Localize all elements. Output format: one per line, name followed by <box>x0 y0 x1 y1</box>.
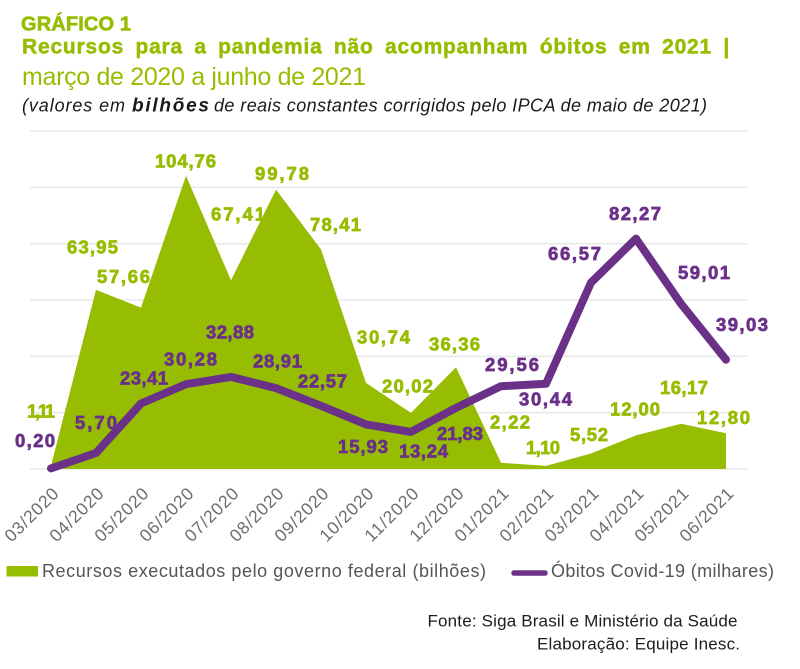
svg-text:março de 2020 a junho de 2021: março de 2020 a junho de 2021 <box>22 63 366 91</box>
svg-text:bilhões: bilhões <box>132 96 209 117</box>
svg-text:82,27: 82,27 <box>609 203 661 224</box>
svg-text:21,83: 21,83 <box>437 423 483 444</box>
svg-text:de reais constantes corrigidos: de reais constantes corrigidos pelo IPCA… <box>214 96 707 116</box>
svg-text:23,41: 23,41 <box>120 368 168 389</box>
svg-text:1,11: 1,11 <box>27 401 55 422</box>
svg-text:15,93: 15,93 <box>338 436 388 457</box>
svg-text:Recursos para a pandemia não a: Recursos para a pandemia não acompanham … <box>22 36 730 59</box>
svg-text:12,80: 12,80 <box>697 407 750 428</box>
svg-text:99,78: 99,78 <box>255 163 309 184</box>
svg-text:2,22: 2,22 <box>490 412 530 433</box>
svg-text:GRÁFICO 1: GRÁFICO 1 <box>21 13 131 36</box>
svg-text:59,01: 59,01 <box>678 262 730 283</box>
svg-text:Óbitos Covid-19 (milhares): Óbitos Covid-19 (milhares) <box>551 560 774 581</box>
svg-text:20,02: 20,02 <box>382 376 433 397</box>
svg-text:5,52: 5,52 <box>570 424 608 445</box>
svg-text:0,20: 0,20 <box>15 430 55 451</box>
svg-text:36,36: 36,36 <box>429 334 480 355</box>
svg-text:29,56: 29,56 <box>485 354 539 375</box>
svg-text:22,57: 22,57 <box>298 371 347 392</box>
svg-text:30,28: 30,28 <box>164 349 217 370</box>
svg-text:1,10: 1,10 <box>526 437 560 458</box>
svg-text:57,66: 57,66 <box>97 266 150 287</box>
svg-text:66,57: 66,57 <box>548 243 601 264</box>
svg-text:78,41: 78,41 <box>310 214 361 235</box>
svg-text:104,76: 104,76 <box>155 151 216 172</box>
svg-text:(valores em: (valores em <box>22 96 125 116</box>
svg-text:28,91: 28,91 <box>253 351 302 372</box>
svg-text:30,74: 30,74 <box>357 327 411 348</box>
svg-text:Fonte: Siga Brasil e Ministéri: Fonte: Siga Brasil e Ministério da Saúde <box>428 612 738 631</box>
svg-text:Recursos executados pelo gover: Recursos executados pelo governo federal… <box>42 561 486 581</box>
svg-text:30,44: 30,44 <box>519 389 573 410</box>
svg-text:32,88: 32,88 <box>206 322 254 343</box>
svg-text:16,17: 16,17 <box>660 377 708 398</box>
svg-text:Elaboração: Equipe Inesc.: Elaboração: Equipe Inesc. <box>537 635 740 654</box>
svg-text:5,70: 5,70 <box>75 412 117 433</box>
svg-text:39,03: 39,03 <box>716 314 768 335</box>
svg-text:63,95: 63,95 <box>67 237 118 258</box>
svg-text:12,00: 12,00 <box>610 399 660 420</box>
svg-text:67,41: 67,41 <box>211 204 265 225</box>
svg-text:13,24: 13,24 <box>399 441 449 462</box>
